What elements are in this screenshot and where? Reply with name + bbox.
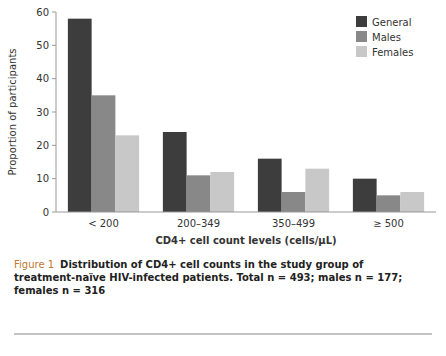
chart: 0 10 20 30 40 50 60 < 200 200–349 350–499 ≥ 500 CD4…: [0, 0, 446, 356]
legend-swatch: [356, 16, 367, 27]
y-tick-label: 40: [36, 73, 49, 84]
x-tick-label: 350–499: [272, 218, 315, 229]
y-tick-label: 30: [36, 107, 49, 118]
x-tick-label: ≥ 500: [373, 218, 404, 229]
bar: [305, 169, 329, 212]
bar: [163, 132, 187, 212]
separator: [14, 334, 432, 335]
x-tick-label: < 200: [88, 218, 119, 229]
legend-label: Females: [372, 47, 413, 58]
y-tick-label: 0: [43, 207, 49, 218]
y-tick: [52, 45, 56, 46]
bar: [282, 192, 306, 212]
bar: [92, 95, 116, 212]
bar: [68, 19, 92, 212]
caption-line: Distribution of CD4+ cell counts in the …: [60, 259, 364, 270]
y-tick: [52, 178, 56, 179]
legend-label: Males: [372, 32, 401, 43]
x-tick-label: 200–349: [177, 218, 220, 229]
bar: [115, 135, 139, 212]
bar: [353, 179, 377, 212]
legend-swatch: [356, 46, 367, 57]
legend-label: General: [372, 17, 411, 28]
bar: [187, 175, 211, 212]
bar: [258, 159, 282, 212]
caption-line: females n = 316: [14, 285, 105, 296]
y-tick-label: 10: [36, 173, 49, 184]
caption-line: treatment-naïve HIV-infected patients. T…: [14, 272, 402, 283]
caption: Distribution of CD4+ cell counts in the …: [14, 259, 402, 296]
y-tick-label: 50: [36, 40, 49, 51]
bar: [210, 172, 234, 212]
y-axis-label: Proportion of participants: [7, 48, 18, 175]
x-axis: [56, 212, 436, 213]
y-tick-label: 20: [36, 140, 49, 151]
legend-swatch: [356, 31, 367, 42]
legend: General Males Females: [356, 16, 413, 58]
y-tick: [52, 145, 56, 146]
y-tick: [52, 12, 56, 13]
bar: [400, 192, 424, 212]
y-tick: [52, 212, 56, 213]
x-axis-label: CD4+ cell count levels (cells/μL): [155, 235, 336, 246]
y-tick: [52, 78, 56, 79]
caption-label: Figure 1: [14, 259, 54, 270]
y-tick-label: 60: [36, 7, 49, 18]
y-tick: [52, 112, 56, 113]
bar: [377, 195, 401, 212]
